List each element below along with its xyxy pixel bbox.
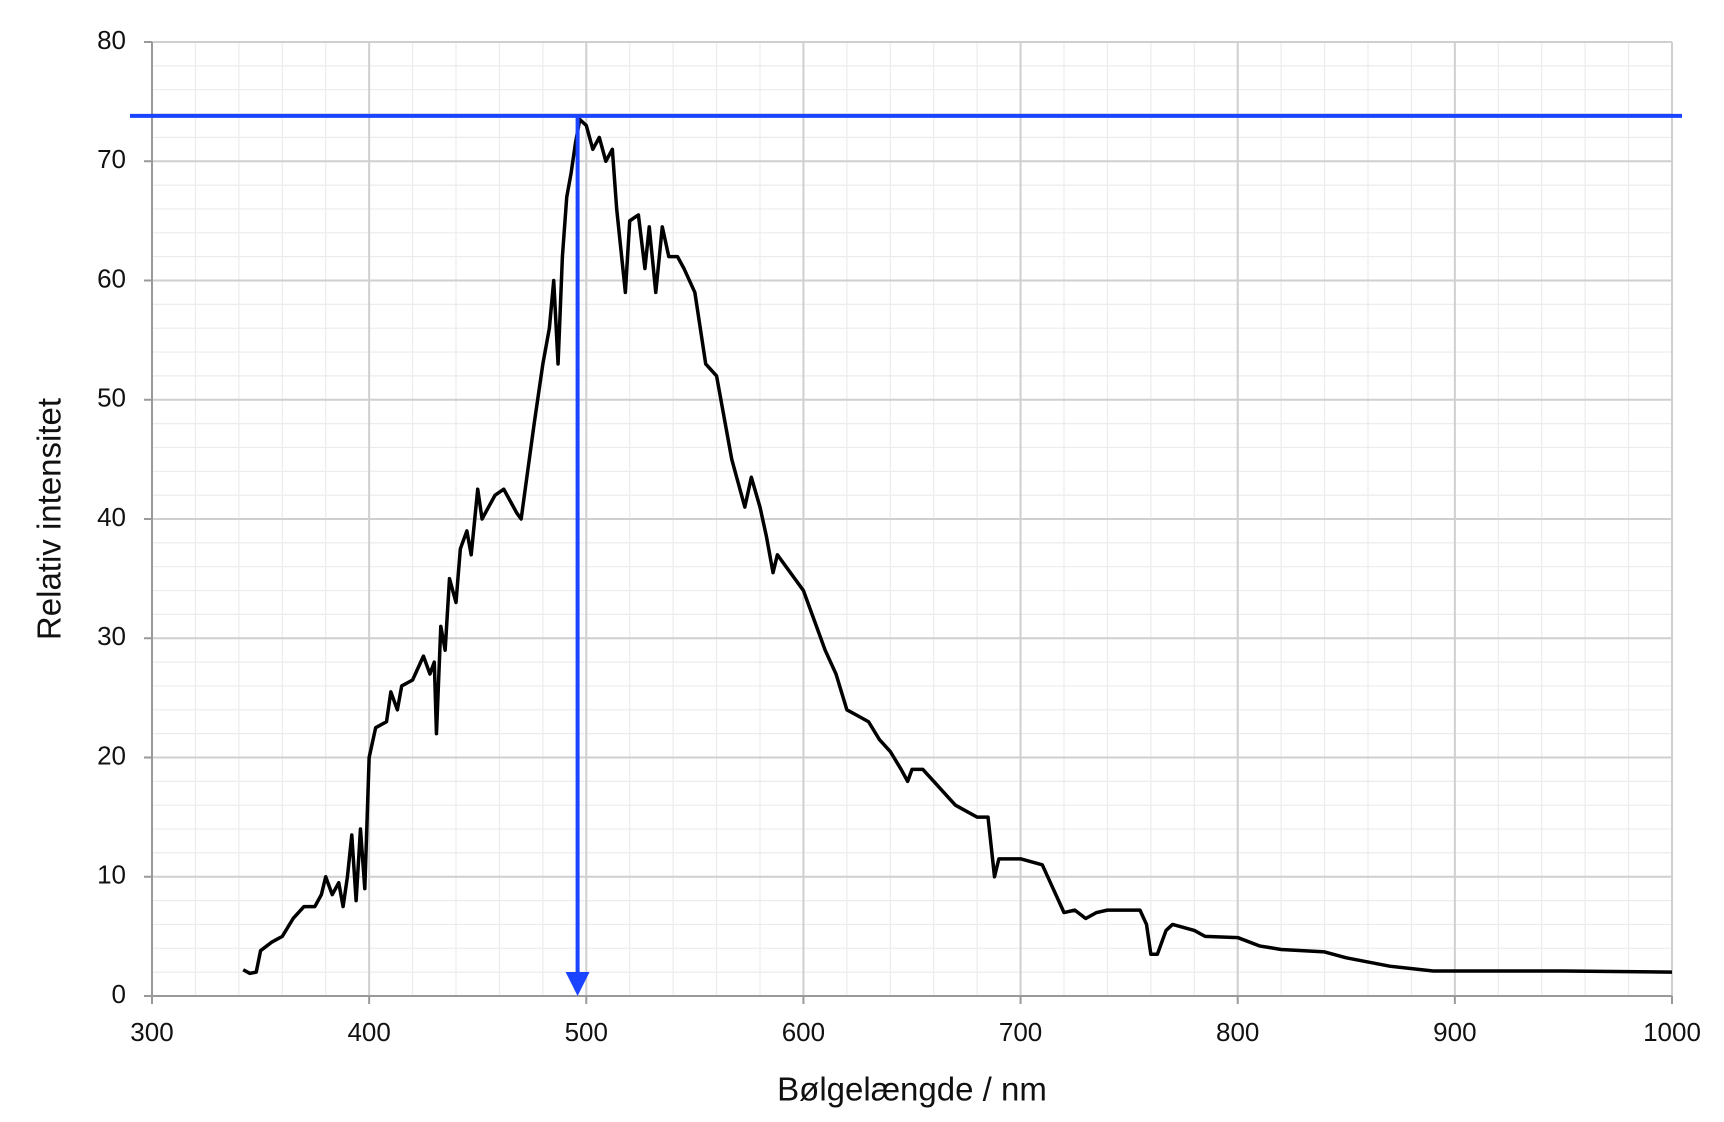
y-tick-label: 70 <box>97 144 126 174</box>
x-tick-label: 800 <box>1216 1017 1259 1047</box>
y-tick-label: 30 <box>97 621 126 651</box>
y-tick-label: 60 <box>97 263 126 293</box>
x-tick-label: 1000 <box>1643 1017 1701 1047</box>
x-tick-label: 900 <box>1433 1017 1476 1047</box>
spectrum-line <box>242 117 1673 976</box>
y-tick-label: 50 <box>97 383 126 413</box>
x-tick-label: 700 <box>999 1017 1042 1047</box>
x-tick-label: 300 <box>130 1017 173 1047</box>
y-tick-label: 80 <box>97 25 126 55</box>
y-axis-title: Relativ intensitet <box>31 398 68 640</box>
x-tick-label: 600 <box>782 1017 825 1047</box>
x-tick-label: 500 <box>565 1017 608 1047</box>
y-tick-label: 40 <box>97 502 126 532</box>
x-tick-label: 400 <box>347 1017 390 1047</box>
x-axis-title: Bølgelængde / nm <box>777 1071 1047 1108</box>
y-tick-label: 0 <box>112 979 126 1009</box>
arrow-head <box>565 972 590 996</box>
y-tick-label: 10 <box>97 860 126 890</box>
y-tick-label: 20 <box>97 740 126 770</box>
